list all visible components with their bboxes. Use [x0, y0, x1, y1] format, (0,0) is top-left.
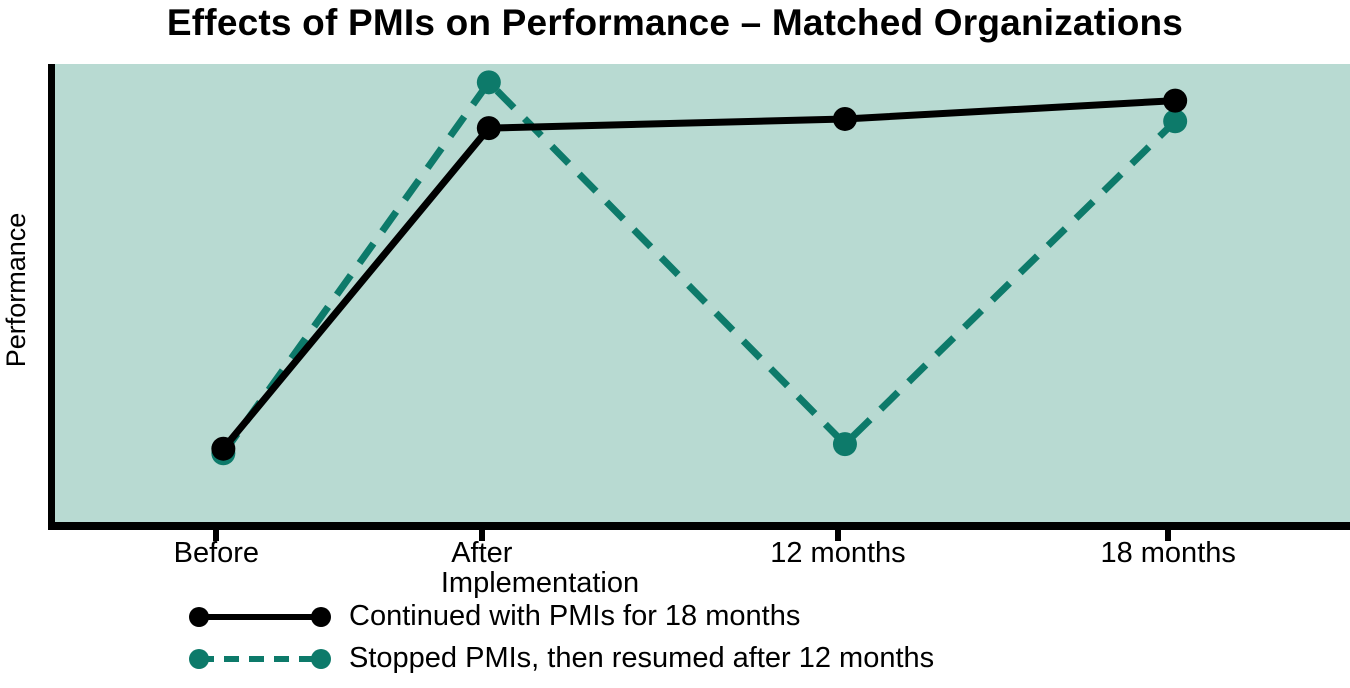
y-axis-label: Performance: [1, 212, 31, 368]
legend-label: Stopped PMIs, then resumed after 12 mont…: [349, 642, 935, 674]
data-point: [1163, 88, 1188, 113]
x-tick-label: After: [451, 537, 513, 569]
data-point: [832, 432, 857, 457]
x-tick: [213, 530, 220, 541]
series-line-0: [220, 97, 1176, 451]
series-line-1: [220, 76, 1178, 456]
legend-item-0: Continued with PMIs for 18 months: [185, 600, 934, 633]
legend-sample-dashed-line-icon: [189, 648, 331, 669]
x-axis-label: Implementation: [440, 567, 640, 599]
x-tick: [1165, 530, 1172, 541]
legend-label: Continued with PMIs for 18 months: [349, 600, 801, 632]
data-point: [476, 70, 501, 95]
x-tick-label: 18 months: [1100, 537, 1236, 569]
data-point: [476, 116, 501, 141]
x-tick-label: Before: [173, 537, 260, 569]
chart-title: Effects of PMIs on Performance – Matched…: [166, 2, 1184, 43]
legend-sample-solid-line-icon: [189, 606, 331, 627]
legend: Continued with PMIs for 18 months Stopped…: [185, 600, 934, 675]
plot-area: [48, 64, 1350, 530]
data-point: [1163, 109, 1188, 134]
line-chart-svg: [211, 70, 1188, 466]
legend-item-1: Stopped PMIs, then resumed after 12 mont…: [185, 642, 934, 675]
x-tick-label: 12 months: [770, 537, 906, 569]
x-tick: [834, 530, 841, 541]
data-point: [211, 436, 236, 461]
data-point: [832, 106, 857, 131]
x-tick: [478, 530, 485, 541]
